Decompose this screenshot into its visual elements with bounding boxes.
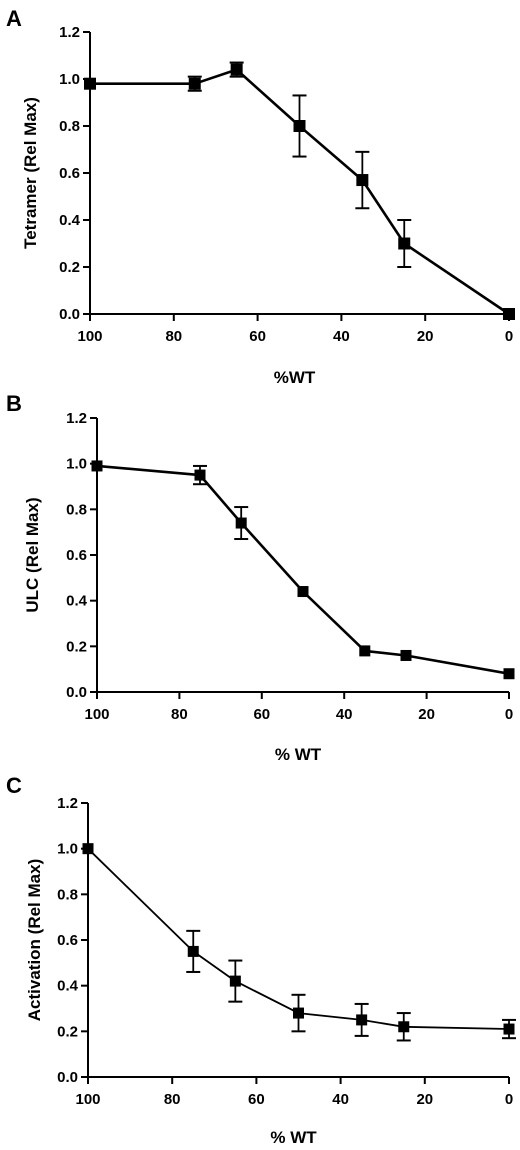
y-tick-label: 0.0 bbox=[59, 306, 80, 323]
x-axis-title: % WT bbox=[275, 745, 322, 764]
x-tick-label: 100 bbox=[77, 328, 102, 345]
y-tick-label: 0.4 bbox=[66, 593, 88, 610]
x-tick-label: 60 bbox=[249, 328, 266, 345]
y-tick-label: 0.8 bbox=[66, 501, 87, 518]
y-axis-title: Activation (Rel Max) bbox=[25, 859, 44, 1021]
data-point bbox=[187, 945, 199, 957]
y-tick-label: 0.0 bbox=[57, 1069, 78, 1086]
data-point bbox=[398, 237, 411, 250]
y-tick-label: 0.6 bbox=[66, 547, 87, 564]
x-tick-label: 60 bbox=[253, 706, 270, 723]
data-point bbox=[293, 120, 306, 132]
x-tick-label: 20 bbox=[416, 1091, 433, 1108]
y-tick-label: 1.0 bbox=[66, 456, 87, 473]
x-tick-label: 80 bbox=[164, 1091, 181, 1108]
x-tick-label: 40 bbox=[336, 706, 353, 723]
x-tick-label: 40 bbox=[332, 1091, 349, 1108]
data-point bbox=[297, 586, 309, 598]
x-axis-title: % WT bbox=[270, 1128, 317, 1147]
panel-letter: C bbox=[6, 773, 22, 798]
y-tick-label: 0.4 bbox=[59, 212, 81, 229]
data-point bbox=[293, 1007, 304, 1019]
data-point bbox=[84, 77, 96, 90]
y-axis-title: ULC (Rel Max) bbox=[23, 497, 42, 612]
data-point bbox=[229, 975, 241, 987]
y-tick-label: 0.2 bbox=[57, 1023, 78, 1040]
x-tick-label: 20 bbox=[417, 328, 434, 345]
data-point bbox=[359, 645, 371, 657]
x-tick-label: 40 bbox=[333, 328, 350, 345]
data-point bbox=[400, 649, 412, 661]
y-tick-label: 0.8 bbox=[57, 886, 78, 903]
data-point bbox=[188, 77, 201, 90]
chart-panel-c: C 0.0 0.2 0.4 0.6 0.8 1.0 1.2 100 80 60 40 20 0 % WT Ac… bbox=[6, 773, 516, 1147]
data-point bbox=[503, 1023, 515, 1035]
y-tick-label: 0.8 bbox=[59, 118, 80, 135]
data-point bbox=[194, 469, 206, 481]
x-tick-label: 80 bbox=[171, 706, 188, 723]
data-point bbox=[91, 460, 103, 472]
x-tick-label: 0 bbox=[505, 1091, 513, 1108]
x-tick-label: 100 bbox=[84, 706, 109, 723]
series-line bbox=[96, 464, 510, 675]
y-tick-label: 0.0 bbox=[66, 684, 87, 701]
y-tick-label: 1.2 bbox=[66, 410, 87, 427]
chart-panel-a: A 0.0 0.2 0.4 0.6 0.8 1.0 1.2 100 80 60 40 20 0 %WT Tet… bbox=[6, 6, 515, 387]
y-tick-label: 0.4 bbox=[57, 978, 79, 995]
data-point bbox=[503, 668, 515, 680]
data-point bbox=[398, 1021, 410, 1033]
y-tick-label: 0.2 bbox=[59, 259, 80, 276]
y-tick-label: 1.0 bbox=[57, 841, 78, 858]
x-tick-label: 80 bbox=[165, 328, 182, 345]
y-tick-label: 0.6 bbox=[57, 932, 78, 949]
y-tick-label: 1.0 bbox=[59, 71, 80, 88]
y-tick-label: 1.2 bbox=[59, 24, 80, 41]
data-point bbox=[235, 517, 247, 529]
chart-panel-b: B 0.0 0.2 0.4 0.6 0.8 1.0 1.2 100 80 60 40 20 0 % WT UL… bbox=[6, 391, 515, 764]
data-point bbox=[82, 843, 94, 855]
y-tick-label: 1.2 bbox=[57, 795, 78, 812]
y-tick-label: 0.6 bbox=[59, 165, 80, 182]
x-tick-label: 60 bbox=[248, 1091, 265, 1108]
panel-letter: B bbox=[6, 391, 22, 416]
data-point bbox=[230, 63, 243, 76]
x-axis-title: %WT bbox=[274, 368, 316, 387]
data-point bbox=[356, 1014, 368, 1026]
data-point bbox=[503, 308, 515, 320]
y-axis-title: Tetramer (Rel Max) bbox=[21, 97, 40, 249]
panel-letter: A bbox=[6, 6, 22, 31]
x-tick-label: 0 bbox=[505, 706, 513, 723]
data-point bbox=[356, 174, 369, 187]
x-tick-label: 0 bbox=[505, 328, 513, 345]
y-tick-label: 0.2 bbox=[66, 638, 87, 655]
x-tick-label: 100 bbox=[75, 1091, 100, 1108]
x-tick-label: 20 bbox=[418, 706, 435, 723]
